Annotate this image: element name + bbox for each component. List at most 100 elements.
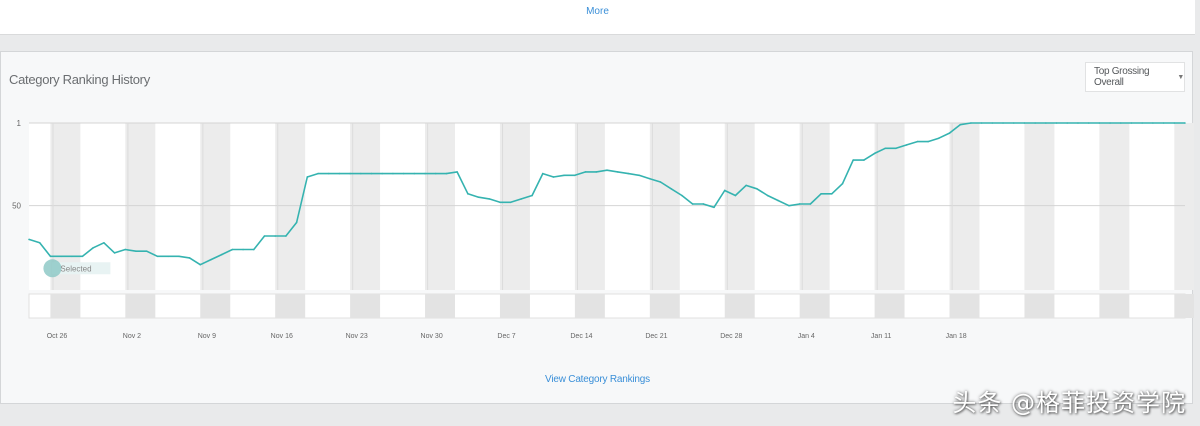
data-point (948, 132, 951, 134)
x-tick-label: Jan 4 (798, 333, 815, 340)
data-point (210, 258, 212, 261)
data-point (317, 172, 319, 175)
data-point (103, 241, 105, 244)
data-point (370, 172, 373, 175)
data-point (1034, 122, 1036, 124)
data-point (413, 172, 416, 175)
x-tick-label: Dec 21 (645, 333, 667, 340)
x-tick-label: Jan 11 (871, 333, 892, 340)
x-tick-label: Jan 18 (946, 333, 967, 340)
more-link[interactable]: More (586, 6, 609, 17)
data-point (295, 221, 298, 224)
tooltip-box (52, 262, 111, 275)
data-point (81, 255, 84, 258)
x-tick-label: Dec 14 (570, 333, 592, 340)
data-point (156, 255, 159, 258)
data-point (959, 123, 962, 126)
navigator-band (125, 294, 156, 318)
data-point (1087, 122, 1090, 124)
data-point (980, 122, 983, 124)
weekend-band (499, 123, 530, 290)
weekend-band (574, 123, 605, 290)
data-point (723, 189, 726, 192)
data-point (263, 235, 266, 237)
data-point (830, 193, 833, 195)
data-point (402, 172, 405, 175)
data-point (28, 238, 30, 241)
data-point (274, 235, 276, 237)
data-point (456, 171, 458, 173)
data-point (231, 248, 234, 251)
data-point (734, 194, 737, 197)
x-tick-label: Nov 23 (346, 333, 368, 340)
category-ranking-panel: Category Ranking History Top Grossing Ov… (0, 51, 1194, 404)
chart-type-dropdown[interactable]: Top Grossing Overall ▼ (1085, 62, 1185, 92)
data-point (306, 176, 309, 178)
data-point (681, 194, 683, 197)
data-point (606, 169, 608, 172)
x-tick-label: Nov 9 (198, 333, 216, 340)
navigator-band (275, 294, 306, 318)
data-point (1077, 122, 1079, 124)
watermark: 头条 @格菲投资学院 (952, 389, 1186, 417)
data-point (124, 248, 127, 251)
tooltip-label: Selected (60, 264, 91, 273)
data-point (38, 241, 41, 244)
data-point (991, 122, 994, 124)
navigator-band (200, 294, 231, 318)
data-point (242, 248, 244, 251)
data-point (638, 174, 640, 177)
data-point (145, 250, 148, 253)
data-point (467, 193, 469, 195)
data-point (92, 247, 95, 249)
data-point (434, 172, 437, 175)
x-tick-label: Dec 28 (720, 333, 742, 340)
data-point (531, 194, 533, 197)
navigator-band (1099, 294, 1130, 318)
x-tick-label: Nov 16 (271, 333, 293, 340)
data-point (135, 250, 137, 253)
data-point (1119, 122, 1122, 124)
data-point (1098, 122, 1101, 124)
y-tick-label: 1 (17, 119, 22, 128)
data-point (1055, 122, 1058, 124)
data-point (167, 255, 169, 258)
data-point (488, 198, 491, 200)
data-point (798, 203, 801, 205)
data-point (327, 172, 330, 175)
data-point (938, 137, 940, 139)
data-point (285, 235, 287, 237)
data-point (445, 172, 448, 175)
weekend-band (425, 123, 456, 290)
data-point (1045, 122, 1047, 124)
data-point (584, 171, 587, 173)
data-point (552, 176, 555, 178)
data-point (477, 196, 480, 199)
data-point (777, 199, 780, 202)
data-point (713, 206, 715, 209)
data-point (563, 174, 565, 177)
data-point (970, 122, 972, 124)
data-point (178, 255, 180, 258)
data-point (905, 144, 908, 146)
data-point (220, 253, 223, 256)
data-point (360, 172, 362, 175)
navigator-band (724, 294, 755, 318)
data-point (595, 171, 598, 173)
data-point (788, 204, 790, 207)
navigator-band (1024, 294, 1055, 318)
view-rankings-link[interactable]: View Category Rankings (545, 374, 650, 385)
weekend-band (1099, 123, 1130, 290)
data-point (1141, 122, 1143, 124)
ranking-chart[interactable]: 1 50 Oct 26 Nov 2 Nov 9 Nov 16 Nov 23 Nov 30 Dec… (1, 52, 1194, 372)
data-point (188, 257, 191, 259)
data-point (916, 140, 919, 143)
data-point (1184, 122, 1186, 124)
data-point (766, 194, 769, 197)
top-panel: More (0, 0, 1195, 35)
data-point (1130, 122, 1133, 124)
navigator-band (649, 294, 680, 318)
weekend-band (1024, 123, 1055, 290)
data-point (659, 181, 662, 183)
data-point (1162, 122, 1165, 124)
